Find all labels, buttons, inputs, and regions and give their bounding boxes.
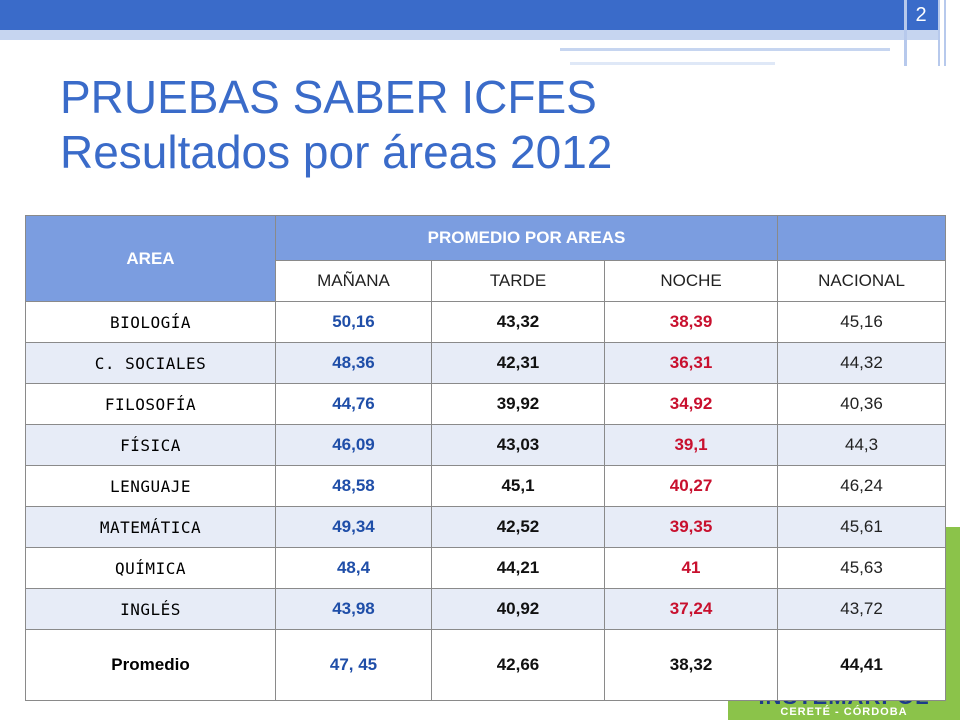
value-noche: 39,1 [603, 424, 779, 466]
average-row: Promedio 47, 45 42,66 38,32 44,41 [25, 629, 947, 701]
table-row: FILOSOFÍA 44,76 39,92 34,92 40,36 [25, 383, 947, 425]
average-label: Promedio [25, 629, 276, 701]
table-row: LENGUAJE 48,58 45,1 40,27 46,24 [25, 465, 947, 507]
value-tarde: 45,1 [431, 465, 605, 507]
value-nacional: 45,16 [777, 301, 947, 343]
value-manana: 49,34 [275, 506, 432, 548]
area-name: QUÍMICA [25, 547, 276, 589]
value-tarde: 44,21 [431, 547, 605, 589]
value-manana: 48,36 [275, 342, 432, 384]
value-tarde: 42,31 [431, 342, 605, 384]
value-noche: 37,24 [603, 588, 779, 630]
column-header-nacional: NACIONAL [777, 260, 947, 302]
table-row: INGLÉS 43,98 40,92 37,24 43,72 [25, 588, 947, 630]
value-nacional: 45,63 [777, 547, 947, 589]
column-header-noche: NOCHE [603, 260, 779, 302]
value-noche: 36,31 [603, 342, 779, 384]
value-manana: 44,76 [275, 383, 432, 425]
decor-line [560, 48, 890, 51]
average-noche: 38,32 [603, 629, 779, 701]
value-manana: 46,09 [275, 424, 432, 466]
value-tarde: 39,92 [431, 383, 605, 425]
value-tarde: 43,03 [431, 424, 605, 466]
top-banner-stripe [0, 30, 940, 40]
average-nacional: 44,41 [777, 629, 947, 701]
value-noche: 40,27 [603, 465, 779, 507]
value-nacional: 44,3 [777, 424, 947, 466]
table-row: QUÍMICA 48,4 44,21 41 45,63 [25, 547, 947, 589]
value-nacional: 46,24 [777, 465, 947, 507]
area-name: BIOLOGÍA [25, 301, 276, 343]
value-nacional: 45,61 [777, 506, 947, 548]
average-manana: 47, 45 [275, 629, 432, 701]
top-banner [0, 0, 940, 30]
value-noche: 34,92 [603, 383, 779, 425]
slide-number: 2 [915, 4, 927, 26]
column-header-tarde: TARDE [431, 260, 605, 302]
value-noche: 39,35 [603, 506, 779, 548]
area-name: MATEMÁTICA [25, 506, 276, 548]
table-row: FÍSICA 46,09 43,03 39,1 44,3 [25, 424, 947, 466]
header-empty [777, 215, 947, 261]
area-name: C. SOCIALES [25, 342, 276, 384]
area-name: FILOSOFÍA [25, 383, 276, 425]
logo-location: CERETÉ - CÓRDOBA [780, 706, 908, 718]
average-tarde: 42,66 [431, 629, 605, 701]
column-header-manana: MAÑANA [275, 260, 432, 302]
area-name: INGLÉS [25, 588, 276, 630]
decor-vline [938, 0, 940, 66]
area-name: FÍSICA [25, 424, 276, 466]
title-line-1: PRUEBAS SABER ICFES [60, 71, 597, 123]
value-manana: 48,58 [275, 465, 432, 507]
header-group: PROMEDIO POR AREAS [274, 215, 779, 261]
value-nacional: 43,72 [777, 588, 947, 630]
title-line-2: Resultados por áreas 2012 [60, 125, 613, 178]
table-row: MATEMÁTICA 49,34 42,52 39,35 45,61 [25, 506, 947, 548]
value-tarde: 43,32 [431, 301, 605, 343]
decor-line [570, 62, 775, 65]
decor-vline [904, 0, 907, 66]
value-manana: 50,16 [275, 301, 432, 343]
value-noche: 38,39 [603, 301, 779, 343]
value-noche: 41 [603, 547, 779, 589]
value-nacional: 40,36 [777, 383, 947, 425]
value-nacional: 44,32 [777, 342, 947, 384]
table-row: BIOLOGÍA 50,16 43,32 38,39 45,16 [25, 301, 947, 343]
table-row: C. SOCIALES 48,36 42,31 36,31 44,32 [25, 342, 947, 384]
value-manana: 43,98 [275, 588, 432, 630]
value-tarde: 40,92 [431, 588, 605, 630]
value-manana: 48,4 [275, 547, 432, 589]
area-name: LENGUAJE [25, 465, 276, 507]
value-tarde: 42,52 [431, 506, 605, 548]
page-title: PRUEBAS SABER ICFES Resultados por áreas… [60, 72, 612, 177]
results-table: AREA PROMEDIO POR AREAS MAÑANA TARDE NOC… [25, 215, 947, 701]
decor-vline [944, 0, 946, 66]
header-area: AREA [25, 215, 276, 302]
